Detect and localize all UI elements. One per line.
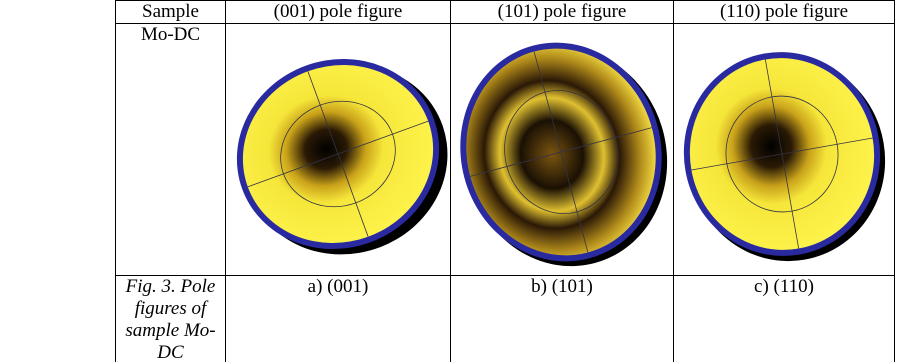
pole-figure (451, 24, 674, 275)
surface (451, 27, 674, 275)
image-row: Mo-DC (116, 24, 895, 276)
caption-row: Fig. 3. Pole figures of sample Mo-DC a) … (116, 276, 895, 362)
sample-cell: Mo-DC (116, 24, 226, 276)
pole-figure (226, 24, 451, 275)
header-cell: (110) pole figure (674, 1, 895, 24)
figure-cell (451, 24, 674, 276)
caption-cell: Fig. 3. Pole figures of sample Mo-DC (116, 276, 226, 362)
header-row: Sample (001) pole figure (101) pole figu… (116, 1, 895, 24)
figure-cell (226, 24, 451, 276)
figure-cell (674, 24, 895, 276)
table: Sample (001) pole figure (101) pole figu… (115, 0, 895, 362)
header-cell: (101) pole figure (451, 1, 674, 24)
pole-figure (674, 24, 895, 275)
label-cell: c) (110) (674, 276, 895, 362)
header-cell: (001) pole figure (226, 1, 451, 24)
label-cell: b) (101) (451, 276, 674, 362)
header-cell: Sample (116, 1, 226, 24)
label-cell: a) (001) (226, 276, 451, 362)
page: Sample (001) pole figure (101) pole figu… (0, 0, 900, 362)
